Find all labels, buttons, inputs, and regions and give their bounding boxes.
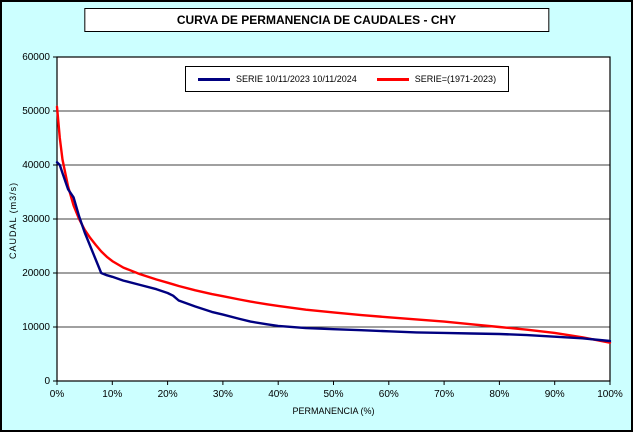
legend-entry-serie-1971-2023: SERIE=(1971-2023) [376,74,497,84]
legend-line-red [376,77,409,81]
y-tick-label: 0 [44,376,50,387]
x-tick-label: 50% [323,389,343,400]
y-tick-label: 50000 [22,106,50,117]
x-tick-label: 40% [268,389,288,400]
y-tick-label: 10000 [22,322,50,333]
x-tick-label: 30% [213,389,233,400]
series-line-blue [55,161,612,343]
y-axis-title: CAUDAL (m3/s) [8,181,18,259]
legend-label: SERIE=(1971-2023) [414,74,497,84]
legend-line-blue [198,77,230,81]
x-tick-label: 0% [50,389,65,400]
x-tick-label: 20% [158,389,178,400]
x-axis-title: PERMANENCIA (%) [292,406,375,416]
x-tick-label: 70% [434,389,454,400]
legend-label: SERIE 10/11/2023 10/11/2024 [236,74,357,84]
legend: SERIE 10/11/2023 10/11/2024 SERIE=(1971-… [185,66,510,92]
chart-title: CURVA DE PERMANENCIA DE CAUDALES - CHY [83,8,550,32]
x-tick-label: 60% [379,389,399,400]
x-tick-label: 80% [489,389,509,400]
y-tick-label: 40000 [22,160,50,171]
y-tick-label: 20000 [22,268,50,279]
y-tick-label: 60000 [22,52,50,63]
y-tick-label: 30000 [22,214,50,225]
legend-entry-serie-2023-2024: SERIE 10/11/2023 10/11/2024 [198,74,357,84]
x-tick-label: 90% [545,389,565,400]
x-tick-label: 100% [597,389,623,400]
x-tick-label: 10% [102,389,122,400]
